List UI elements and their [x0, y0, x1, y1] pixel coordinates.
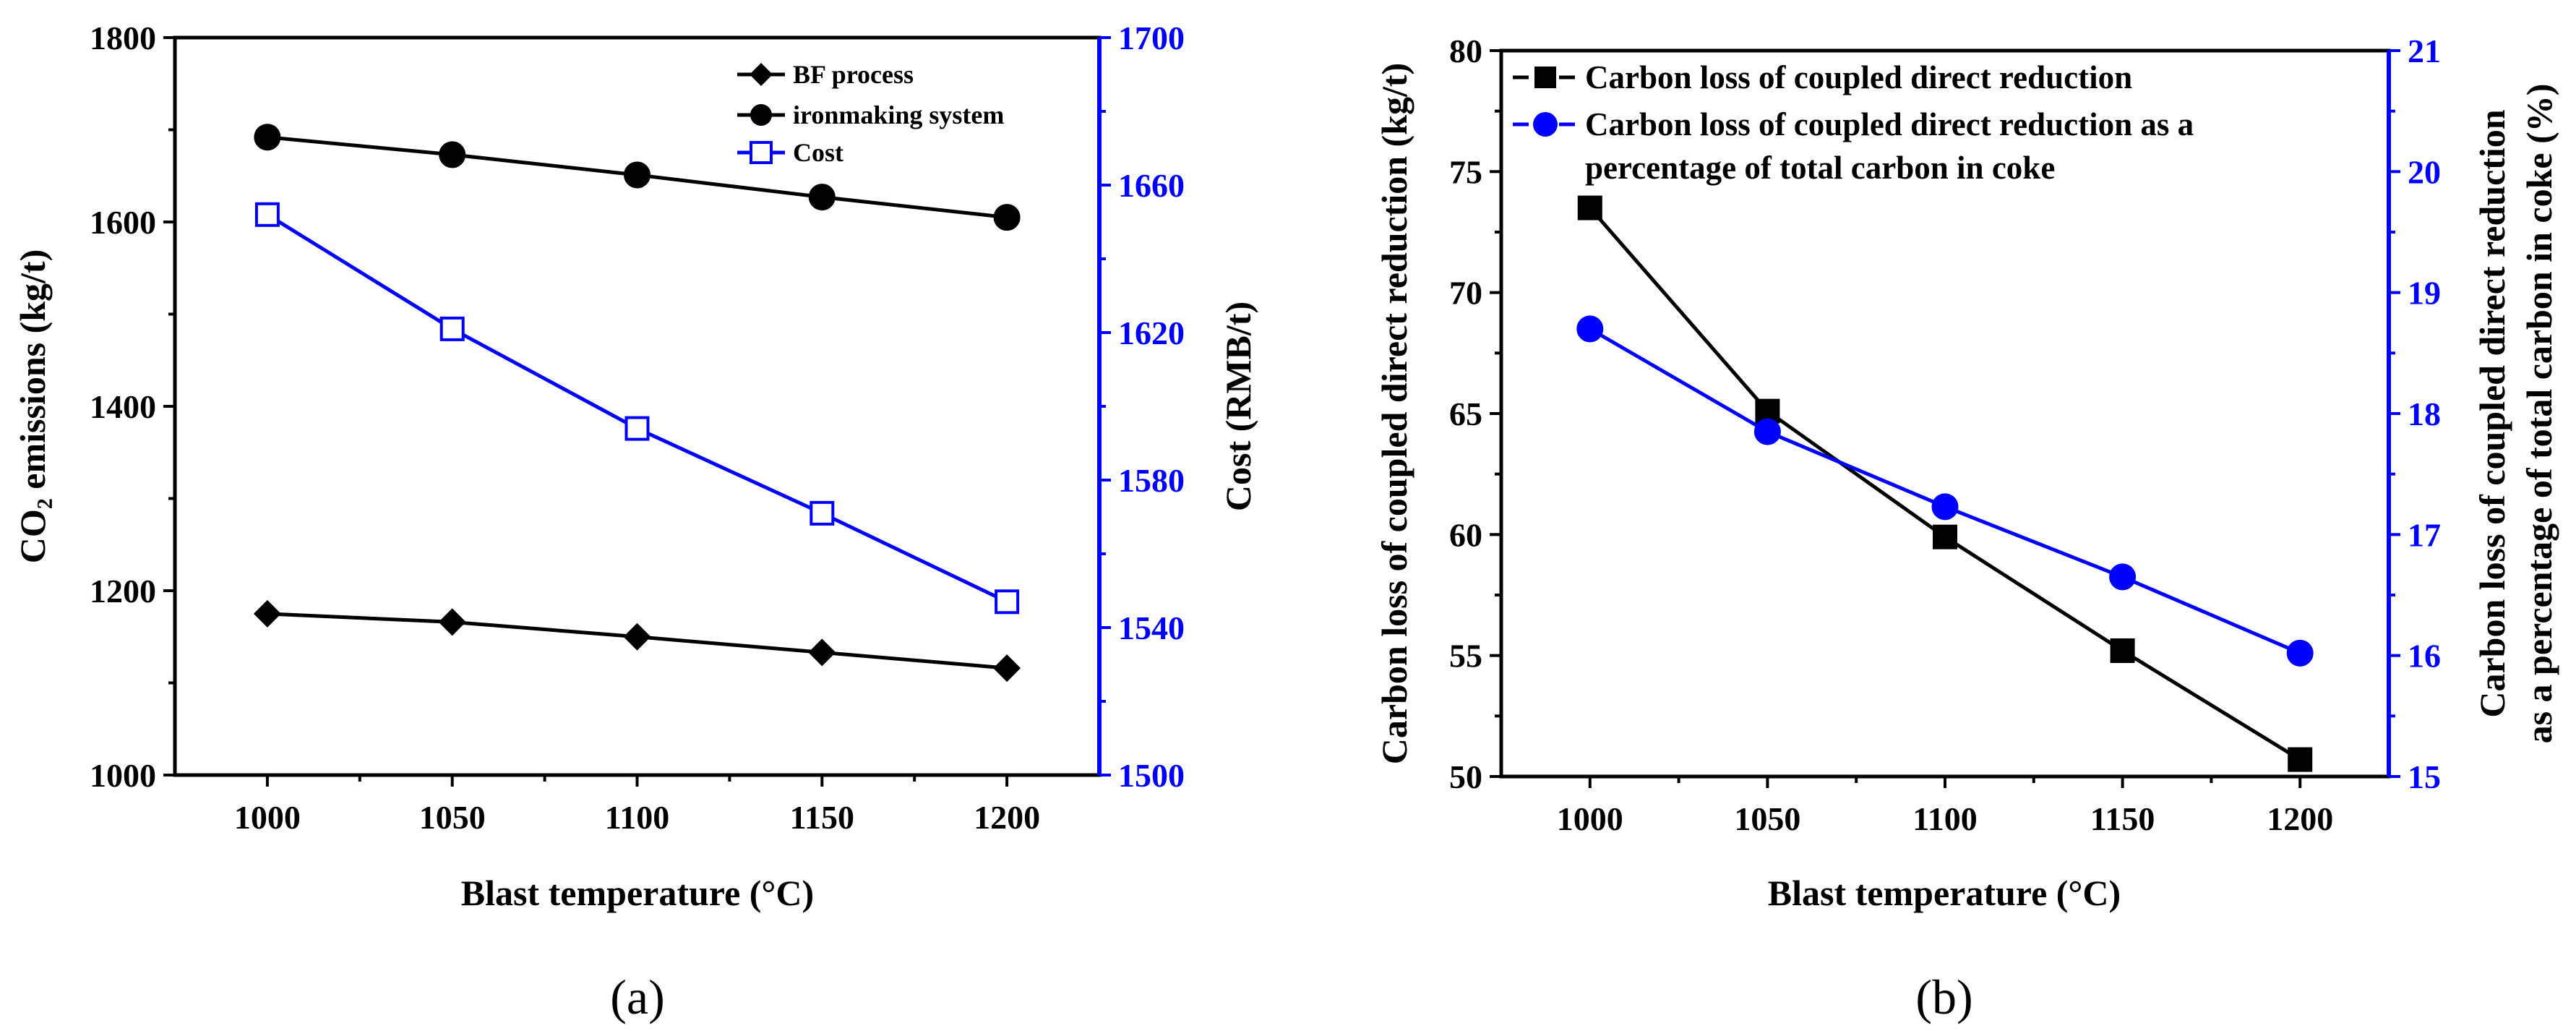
left-y-tick-label: 1200 — [90, 573, 156, 609]
data-point-circle — [808, 184, 836, 211]
x-tick-label: 1200 — [2267, 800, 2333, 837]
x-tick-label: 1050 — [1734, 800, 1800, 837]
left-y-tick-label: 70 — [1449, 275, 1482, 312]
left-y-tick-label: 1400 — [90, 388, 156, 425]
panel-a-legend: BF process ironmaking system Cost — [737, 60, 1004, 167]
panel-b-right-y-ticks: 15 16 17 18 19 20 21 — [2389, 33, 2441, 795]
panel-b-x-axis-title: Blast temperature (°C) — [1768, 873, 2121, 913]
panel-a-label: (a) — [610, 970, 664, 1024]
series-line-1-0 — [1588, 206, 2301, 761]
right-y-tick-label: 18 — [2408, 395, 2441, 432]
legend-ironmaking-circle-marker — [750, 104, 772, 126]
x-tick-label: 1050 — [419, 799, 486, 836]
panel-a-right-y-ticks: 1500 1540 1580 1620 1660 1700 — [1099, 20, 1185, 794]
left-y-tick-label: 65 — [1449, 395, 1482, 432]
data-point-circle — [1931, 493, 1959, 521]
legend-ironmaking-label: ironmaking system — [793, 100, 1004, 129]
data-point-diamond — [808, 638, 836, 667]
data-point-circle — [2286, 639, 2314, 667]
data-point-square — [624, 416, 650, 441]
x-tick-label: 1000 — [234, 799, 301, 836]
data-point-square — [1577, 195, 1602, 221]
panel-b-right-y-axis-title-line2: as a percentage of total carbon in coke … — [2519, 84, 2559, 744]
series-line-0-2 — [266, 213, 1008, 604]
data-point-circle — [439, 141, 466, 168]
x-tick-label: 1200 — [974, 799, 1040, 836]
right-y-tick-label: 1540 — [1118, 609, 1185, 646]
x-tick-label: 1150 — [790, 799, 854, 836]
panel-b-label: (b) — [1915, 970, 1972, 1024]
left-y-tick-label: 55 — [1449, 638, 1482, 675]
left-y-tick-label: 75 — [1449, 153, 1482, 190]
right-y-tick-label: 1660 — [1118, 167, 1185, 204]
legend-carbon-loss-label: Carbon loss of coupled direct reduction — [1585, 59, 2132, 95]
panel-a-series — [253, 124, 1021, 683]
legend-carbon-pct-label-line2: percentage of total carbon in coke — [1585, 150, 2055, 186]
panel-b-left-y-ticks: 50 55 60 65 70 75 80 — [1449, 33, 1501, 795]
panel-a-left-y-ticks: 1000 1200 1400 1600 1800 — [90, 20, 175, 794]
data-point-circle — [1753, 418, 1781, 445]
data-point-diamond — [623, 623, 651, 651]
panel-a-x-axis-title: Blast temperature (°C) — [461, 873, 814, 913]
data-point-circle — [1576, 315, 1604, 343]
left-y-tick-label: 80 — [1449, 33, 1482, 69]
data-point-square — [2110, 638, 2135, 663]
data-point-square — [254, 202, 280, 227]
panel-a: 1000 1050 1100 1150 1200 1000 1200 1400 1600 180… — [12, 20, 1258, 1024]
left-y-tick-label: 60 — [1449, 516, 1482, 553]
legend-carbon-loss-square-marker — [1534, 67, 1556, 88]
left-y-tick-label: 50 — [1449, 758, 1482, 795]
right-y-tick-label: 1700 — [1118, 20, 1185, 56]
data-point-circle — [993, 204, 1021, 231]
data-point-circle — [2109, 563, 2137, 591]
right-y-tick-label: 1580 — [1118, 462, 1185, 499]
left-y-tick-label: 1800 — [90, 20, 156, 56]
panel-b-series — [1576, 195, 2314, 772]
x-tick-label: 1100 — [1912, 800, 1977, 837]
data-point-square — [439, 316, 465, 341]
left-y-tick-label: 1600 — [90, 204, 156, 241]
x-tick-label: 1100 — [605, 799, 669, 836]
panel-b-left-y-axis-title: Carbon loss of coupled direct reduction … — [1374, 63, 1414, 764]
left-y-tick-label: 1000 — [90, 757, 156, 794]
right-y-tick-label: 20 — [2408, 153, 2441, 190]
right-y-tick-label: 19 — [2408, 275, 2441, 312]
legend-bf-label: BF process — [793, 60, 914, 89]
right-y-tick-label: 15 — [2408, 758, 2441, 795]
data-point-square — [1933, 524, 1957, 549]
panel-a-left-y-axis-title: CO₂ emissions (kg/t) — [12, 249, 53, 563]
legend-carbon-pct-circle-marker — [1533, 112, 1558, 137]
data-point-square — [810, 500, 835, 526]
legend-carbon-pct-label-line1: Carbon loss of coupled direct reduction … — [1585, 106, 2194, 142]
right-y-tick-label: 1500 — [1118, 757, 1185, 794]
right-y-tick-label: 21 — [2408, 33, 2441, 69]
panel-b-legend: Carbon loss of coupled direct reduction … — [1513, 59, 2194, 186]
panel-a-x-ticks: 1000 1050 1100 1150 1200 — [234, 775, 1040, 836]
panel-a-right-y-axis-title: Cost (RMB/t) — [1218, 301, 1258, 511]
data-point-diamond — [993, 654, 1021, 683]
data-point-square — [2288, 747, 2313, 772]
data-point-circle — [254, 124, 281, 151]
data-point-square — [995, 589, 1020, 615]
legend-cost-square-marker — [750, 141, 773, 164]
panel-b-x-ticks: 1000 1050 1100 1150 1200 — [1557, 777, 2333, 837]
legend-cost-label: Cost — [793, 138, 843, 167]
right-y-tick-label: 1620 — [1118, 315, 1185, 351]
legend-bf-diamond-marker — [750, 63, 773, 86]
panel-b: 1000 1050 1100 1150 1200 50 55 60 65 70 75 80 15 16… — [1374, 33, 2559, 1024]
data-point-diamond — [253, 599, 281, 628]
data-point-circle — [624, 161, 651, 189]
right-y-tick-label: 16 — [2408, 638, 2441, 675]
data-point-diamond — [438, 608, 466, 636]
x-tick-label: 1150 — [2090, 800, 2155, 837]
series-line-1-1 — [1589, 327, 2301, 655]
right-y-tick-label: 17 — [2408, 516, 2441, 553]
x-tick-label: 1000 — [1557, 800, 1623, 837]
panel-b-right-y-axis-title-line1: Carbon loss of coupled direct reduction — [2472, 109, 2512, 717]
